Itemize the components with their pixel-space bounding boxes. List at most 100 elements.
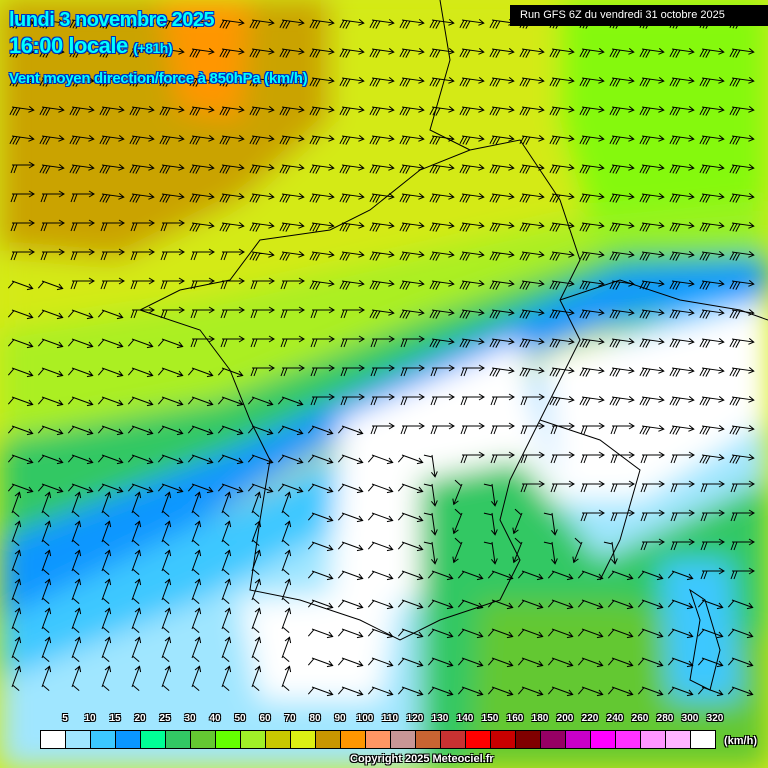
wind-barb xyxy=(250,364,275,377)
legend-label: 110 xyxy=(381,713,399,724)
wind-barb xyxy=(220,335,245,348)
wind-barb xyxy=(699,135,725,145)
wind-barb xyxy=(101,578,112,605)
wind-barb xyxy=(547,686,574,697)
color-scale-legend xyxy=(40,730,716,749)
wind-barb xyxy=(489,222,515,232)
legend-swatch xyxy=(441,731,466,748)
legend-label: 30 xyxy=(184,713,196,724)
wind-barb xyxy=(191,491,202,518)
wind-barb xyxy=(309,106,335,116)
wind-barb xyxy=(452,508,463,535)
wind-barb xyxy=(191,520,202,547)
legend-swatch xyxy=(491,731,516,748)
wind-barb xyxy=(487,628,514,639)
legend-label: 90 xyxy=(334,713,346,724)
wind-barb xyxy=(519,338,545,348)
wind-barb xyxy=(637,628,664,639)
wind-barb xyxy=(250,306,275,319)
wind-barb xyxy=(159,193,185,203)
wind-barb xyxy=(669,193,695,203)
wind-barb xyxy=(429,135,455,145)
wind-barb xyxy=(669,164,695,174)
wind-barb xyxy=(367,454,394,465)
wind-barb xyxy=(459,338,485,348)
wind-barb xyxy=(307,657,334,668)
wind-barb xyxy=(280,335,305,348)
wind-barb xyxy=(11,665,22,692)
wind-barb xyxy=(579,106,605,116)
wind-barb xyxy=(277,425,304,436)
wind-barb xyxy=(580,509,605,522)
wind-barb xyxy=(71,549,82,576)
wind-barb xyxy=(7,338,34,349)
wind-barb xyxy=(131,636,142,663)
wind-barb xyxy=(309,280,335,290)
wind-barb xyxy=(129,48,155,58)
wind-barb xyxy=(189,19,215,29)
wind-barb xyxy=(549,77,575,87)
wind-barb xyxy=(67,454,94,465)
wind-barb xyxy=(157,367,184,378)
wind-barb xyxy=(729,280,755,290)
wind-barb xyxy=(100,248,125,261)
wind-barb xyxy=(217,425,244,436)
wind-barb xyxy=(7,396,34,407)
forecast-time: 16:00 locale (+81h) xyxy=(9,33,172,59)
wind-barb xyxy=(100,277,125,290)
wind-barb xyxy=(579,309,605,319)
wind-barb xyxy=(489,280,515,290)
wind-barb xyxy=(639,425,665,435)
legend-label: 320 xyxy=(706,713,724,724)
wind-barb xyxy=(189,164,215,174)
wind-barb xyxy=(397,657,424,668)
wind-barb xyxy=(310,393,335,406)
legend-swatch xyxy=(91,731,116,748)
wind-barb xyxy=(519,164,545,174)
wind-barb xyxy=(729,222,755,232)
wind-barb xyxy=(279,164,305,174)
wind-barb xyxy=(429,48,455,58)
wind-barb xyxy=(549,135,575,145)
wind-barb xyxy=(519,251,545,261)
wind-barb xyxy=(697,657,724,668)
wind-barb xyxy=(337,657,364,668)
wind-barb xyxy=(71,520,82,547)
wind-barb xyxy=(251,520,262,547)
wind-barb xyxy=(639,338,665,348)
wind-barb xyxy=(367,570,394,581)
legend-swatch xyxy=(591,731,616,748)
wind-barb xyxy=(279,135,305,145)
wind-barb xyxy=(281,520,292,547)
wind-barb xyxy=(730,509,755,522)
wind-barb xyxy=(549,164,575,174)
wind-barb xyxy=(41,665,52,692)
legend-label: 300 xyxy=(681,713,699,724)
wind-barb xyxy=(609,193,635,203)
legend-swatch xyxy=(41,731,66,748)
legend-swatch xyxy=(141,731,166,748)
wind-barb xyxy=(97,483,124,494)
wind-barb xyxy=(67,425,94,436)
wind-barb xyxy=(190,306,215,319)
wind-barb xyxy=(549,280,575,290)
wind-barb xyxy=(519,222,545,232)
wind-barb xyxy=(220,277,245,290)
wind-barb xyxy=(37,454,64,465)
wind-barb xyxy=(512,537,523,564)
wind-barb xyxy=(640,509,665,522)
wind-barb xyxy=(37,367,64,378)
wind-barb xyxy=(157,338,184,349)
wind-barb xyxy=(669,251,695,261)
wind-barb xyxy=(369,48,395,58)
wind-barb xyxy=(281,549,292,576)
wind-barb xyxy=(129,193,155,203)
wind-barb xyxy=(729,77,755,87)
wind-barb xyxy=(99,19,125,29)
wind-barb xyxy=(367,512,394,523)
wind-barb xyxy=(221,636,232,663)
wind-barb xyxy=(10,219,35,232)
wind-barb xyxy=(7,309,34,320)
legend-swatch xyxy=(66,731,91,748)
